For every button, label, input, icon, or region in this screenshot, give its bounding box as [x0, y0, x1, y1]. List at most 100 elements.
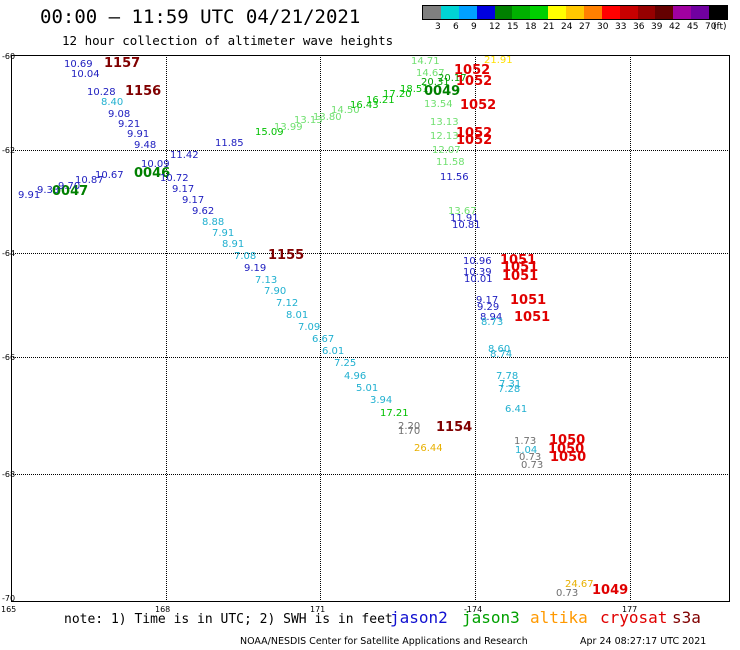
wave-height-label: 10.04	[71, 69, 100, 80]
wave-height-label: 16.21	[366, 95, 395, 106]
wave-height-label: 15.09	[255, 127, 284, 138]
pass-time-label: 1052	[454, 63, 491, 78]
wave-height-label: 8.91	[222, 239, 245, 250]
wave-height-label: 7.09	[298, 322, 321, 333]
grid-line-horizontal	[11, 474, 730, 475]
wave-height-label: 1.70	[398, 426, 421, 437]
legend-swatch	[619, 6, 638, 19]
wave-height-label: 10.28	[87, 87, 116, 98]
pass-time-label: 1052	[456, 126, 493, 141]
wave-height-label: 8.88	[202, 217, 225, 228]
legend-swatch	[476, 6, 495, 19]
map-plot-area	[11, 55, 730, 602]
pass-time-label: 0049	[424, 84, 461, 99]
wave-height-label: 9.19	[244, 263, 267, 274]
legend-label: 6	[453, 22, 459, 32]
wave-height-label: 1.04	[515, 445, 538, 456]
legend-label: 24	[561, 22, 573, 32]
wave-height-label: 9.91	[127, 129, 150, 140]
wave-height-label: 6.67	[312, 334, 335, 345]
wave-height-label: 11.56	[440, 172, 469, 183]
wave-height-label: 10.72	[160, 173, 189, 184]
legend-label: 42	[669, 22, 681, 32]
wave-height-label: 10.81	[452, 220, 481, 231]
color-scale-legend	[422, 5, 728, 20]
wave-height-label: 11.91	[450, 213, 479, 224]
legend-label: 45	[687, 22, 699, 32]
wave-height-label: 12.13	[430, 131, 459, 142]
grid-line-horizontal	[11, 150, 730, 151]
x-tick-label: 168	[155, 605, 171, 614]
satellite-label-jason2: jason2	[390, 608, 448, 627]
footer-note: note: 1) Time is in UTC; 2) SWH is in fe…	[64, 612, 393, 627]
legend-label: 12	[489, 22, 501, 32]
grid-line-vertical	[320, 55, 321, 602]
wave-height-label: 0.73	[556, 588, 579, 599]
legend-label: 39	[651, 22, 663, 32]
pass-time-label: 1049	[592, 583, 629, 598]
wave-height-label: 17.21	[380, 408, 409, 419]
legend-swatch	[655, 6, 674, 19]
wave-height-label: 11.85	[215, 138, 244, 149]
wave-height-label: 13.99	[274, 122, 303, 133]
wave-height-label: 7.08	[234, 251, 257, 262]
wave-height-label: 1.73	[514, 436, 537, 447]
x-tick-label: 177	[622, 605, 638, 614]
legend-swatch	[583, 6, 602, 19]
wave-height-label: 10.01	[464, 274, 493, 285]
map-subtitle: 12 hour collection of altimeter wave hei…	[62, 33, 394, 48]
wave-height-label: 13.80	[313, 112, 342, 123]
wave-height-label: 7.78	[496, 371, 519, 382]
legend-swatch	[458, 6, 477, 19]
wave-height-label: 0.73	[519, 452, 542, 463]
legend-swatch	[566, 6, 584, 19]
wave-height-label: 7.91	[212, 228, 235, 239]
legend-swatch	[423, 6, 441, 19]
pass-time-label: 1051	[502, 269, 539, 284]
wave-height-label: 13.13	[294, 115, 323, 126]
pass-time-label: 1050	[550, 450, 587, 465]
legend-swatch	[440, 6, 459, 19]
wave-height-label: 9.91	[18, 190, 41, 201]
satellite-label-s3a: s3a	[672, 608, 701, 627]
wave-height-label: 9.21	[118, 119, 141, 130]
legend-swatch	[494, 6, 513, 19]
wave-height-label: 9.08	[108, 109, 131, 120]
pass-time-label: 1051	[514, 310, 551, 325]
x-tick-label: 171	[310, 605, 326, 614]
legend-swatch	[691, 6, 709, 19]
wave-height-label: 10.96	[463, 256, 492, 267]
wave-height-label: 16.43	[350, 100, 379, 111]
legend-swatch	[512, 6, 531, 19]
legend-swatch	[548, 6, 566, 19]
legend-label: 9	[471, 22, 477, 32]
legend-swatch	[673, 6, 692, 19]
y-tick-label: -62	[2, 146, 16, 155]
wave-height-label: 9.70	[58, 181, 81, 192]
wave-height-label: 3.94	[370, 395, 393, 406]
wave-height-label: 9.29	[477, 302, 500, 313]
wave-height-label: 9.48	[134, 140, 157, 151]
y-tick-label: -64	[2, 249, 16, 258]
wave-height-label: 8.40	[101, 97, 124, 108]
grid-line-vertical	[475, 55, 476, 602]
wave-height-label: 8.60	[488, 344, 511, 355]
generated-timestamp: Apr 24 08:27:17 UTC 2021	[580, 636, 707, 647]
wave-height-label: 24.67	[565, 579, 594, 590]
pass-time-label: 1156	[125, 84, 162, 99]
y-tick-label: -60	[2, 52, 16, 61]
wave-height-label: 6.41	[505, 404, 528, 415]
legend-swatch	[530, 6, 549, 19]
wave-height-label: 14.50	[331, 105, 360, 116]
wave-height-label: 7.90	[264, 286, 287, 297]
wave-height-label: 10.87	[75, 175, 104, 186]
wave-height-label: 21.91	[484, 55, 513, 66]
legend-unit: (ft)	[713, 22, 727, 32]
wave-height-label: 11.58	[436, 157, 465, 168]
x-tick-label: -174	[464, 605, 483, 614]
pass-time-label: 1052	[456, 133, 493, 148]
grid-line-horizontal	[11, 357, 730, 358]
wave-height-label: 10.39	[463, 267, 492, 278]
pass-time-label: 1051	[500, 253, 537, 268]
wave-height-label: 17.20	[383, 89, 412, 100]
